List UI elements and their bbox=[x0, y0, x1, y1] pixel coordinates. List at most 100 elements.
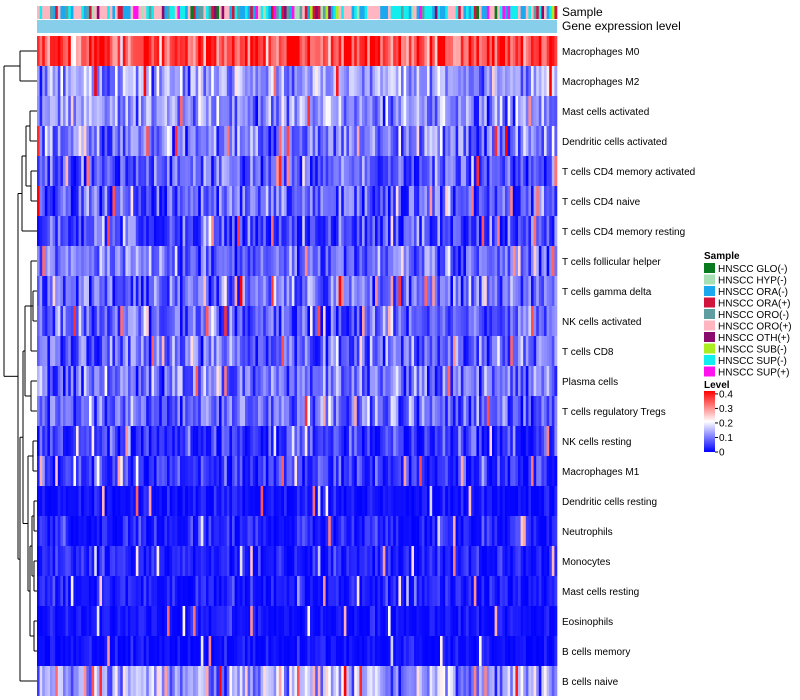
heatmap-cell bbox=[37, 396, 40, 426]
heatmap-cell bbox=[408, 156, 412, 186]
heatmap-cell bbox=[99, 606, 103, 636]
heatmap-cell bbox=[395, 456, 399, 486]
heatmap-cell bbox=[505, 246, 508, 276]
heatmap-cell bbox=[492, 426, 495, 456]
heatmap-cell bbox=[130, 306, 134, 336]
heatmap-cell bbox=[343, 36, 347, 66]
heatmap-cell bbox=[299, 636, 303, 666]
heatmap-cell bbox=[151, 516, 155, 546]
heatmap-cell bbox=[356, 636, 360, 666]
heatmap-cell bbox=[432, 36, 436, 66]
heatmap-cell bbox=[341, 66, 345, 96]
sample-legend: Sample HNSCC GLO(-)HNSCC HYP(-)HNSCC ORA… bbox=[704, 251, 792, 379]
heatmap-cell bbox=[143, 606, 147, 636]
heatmap-cell bbox=[380, 486, 384, 516]
heatmap-cell bbox=[343, 666, 347, 696]
heatmap-cell bbox=[146, 66, 150, 96]
heatmap-cell bbox=[476, 486, 480, 516]
heatmap-cell bbox=[172, 66, 176, 96]
heatmap-cell bbox=[185, 66, 189, 96]
heatmap-cell bbox=[359, 516, 363, 546]
heatmap-cell bbox=[284, 396, 287, 426]
heatmap-cell bbox=[468, 516, 472, 546]
heatmap-cell bbox=[291, 576, 295, 606]
heatmap-cell bbox=[86, 96, 90, 126]
heatmap-cell bbox=[518, 666, 521, 696]
heatmap-cell bbox=[143, 126, 147, 156]
heatmap-cell bbox=[120, 426, 124, 456]
heatmap-cell bbox=[239, 636, 243, 666]
heatmap-cell bbox=[505, 666, 508, 696]
heatmap-cell bbox=[463, 366, 467, 396]
heatmap-cell bbox=[481, 276, 485, 306]
heatmap-cell bbox=[221, 636, 225, 666]
heatmap-cell bbox=[203, 426, 207, 456]
heatmap-cell bbox=[281, 156, 285, 186]
heatmap-cell bbox=[351, 396, 355, 426]
heatmap-cell bbox=[154, 606, 157, 636]
heatmap-cell bbox=[232, 396, 235, 426]
heatmap-cell bbox=[78, 426, 82, 456]
heatmap-cell bbox=[164, 186, 168, 216]
heatmap-cell bbox=[533, 126, 537, 156]
heatmap-cell bbox=[164, 606, 168, 636]
heatmap-cell bbox=[73, 576, 77, 606]
heatmap-cell bbox=[393, 636, 397, 666]
heatmap-cell bbox=[180, 156, 183, 186]
heatmap-cell bbox=[94, 636, 98, 666]
heatmap-cell bbox=[447, 306, 451, 336]
heatmap-cell bbox=[320, 456, 324, 486]
sample-track-cell bbox=[268, 6, 272, 19]
heatmap-cell bbox=[343, 396, 347, 426]
heatmap-cell bbox=[518, 246, 521, 276]
heatmap-cell bbox=[525, 126, 529, 156]
sample-track-cell bbox=[333, 6, 337, 19]
heatmap-cell bbox=[258, 216, 261, 246]
heatmap-cell bbox=[39, 306, 43, 336]
heatmap-cell bbox=[125, 666, 129, 696]
heatmap-cell bbox=[328, 546, 332, 576]
heatmap-cell bbox=[515, 96, 519, 126]
heatmap-cell bbox=[520, 426, 524, 456]
heatmap-cell bbox=[268, 456, 272, 486]
heatmap-cell bbox=[81, 546, 85, 576]
heatmap-cell bbox=[372, 96, 376, 126]
heatmap-cell bbox=[177, 126, 181, 156]
sample-track-cell bbox=[229, 6, 233, 19]
heatmap-cell bbox=[37, 306, 40, 336]
heatmap-cell bbox=[276, 216, 280, 246]
heatmap-cell bbox=[164, 66, 168, 96]
heatmap-cell bbox=[265, 426, 269, 456]
heatmap-cell bbox=[531, 456, 534, 486]
heatmap-cell bbox=[390, 426, 394, 456]
heatmap-cell bbox=[442, 306, 446, 336]
heatmap-cell bbox=[497, 366, 501, 396]
sample-track-cell bbox=[76, 6, 79, 19]
heatmap-cell bbox=[130, 396, 134, 426]
heatmap-cell bbox=[512, 606, 516, 636]
heatmap-cell bbox=[458, 486, 462, 516]
heatmap-cell bbox=[302, 636, 306, 666]
heatmap-cell bbox=[141, 96, 144, 126]
heatmap-cell bbox=[148, 216, 152, 246]
heatmap-cell bbox=[245, 216, 248, 246]
heatmap-cell bbox=[252, 576, 256, 606]
heatmap-cell bbox=[60, 426, 64, 456]
heatmap-cell bbox=[255, 66, 259, 96]
heatmap-cell bbox=[284, 546, 287, 576]
heatmap-cell bbox=[349, 156, 352, 186]
heatmap-cell bbox=[148, 486, 152, 516]
heatmap-cell bbox=[333, 636, 337, 666]
heatmap-cell bbox=[531, 336, 534, 366]
heatmap-cell bbox=[52, 606, 56, 636]
heatmap-cell bbox=[263, 66, 267, 96]
heatmap-cell bbox=[536, 606, 540, 636]
heatmap-cell bbox=[42, 426, 46, 456]
heatmap-cell bbox=[164, 36, 168, 66]
heatmap-cell bbox=[281, 396, 285, 426]
heatmap-cell bbox=[354, 306, 358, 336]
heatmap-cell bbox=[91, 576, 95, 606]
heatmap-cell bbox=[356, 306, 360, 336]
heatmap-cell bbox=[536, 96, 540, 126]
heatmap-cell bbox=[284, 246, 287, 276]
